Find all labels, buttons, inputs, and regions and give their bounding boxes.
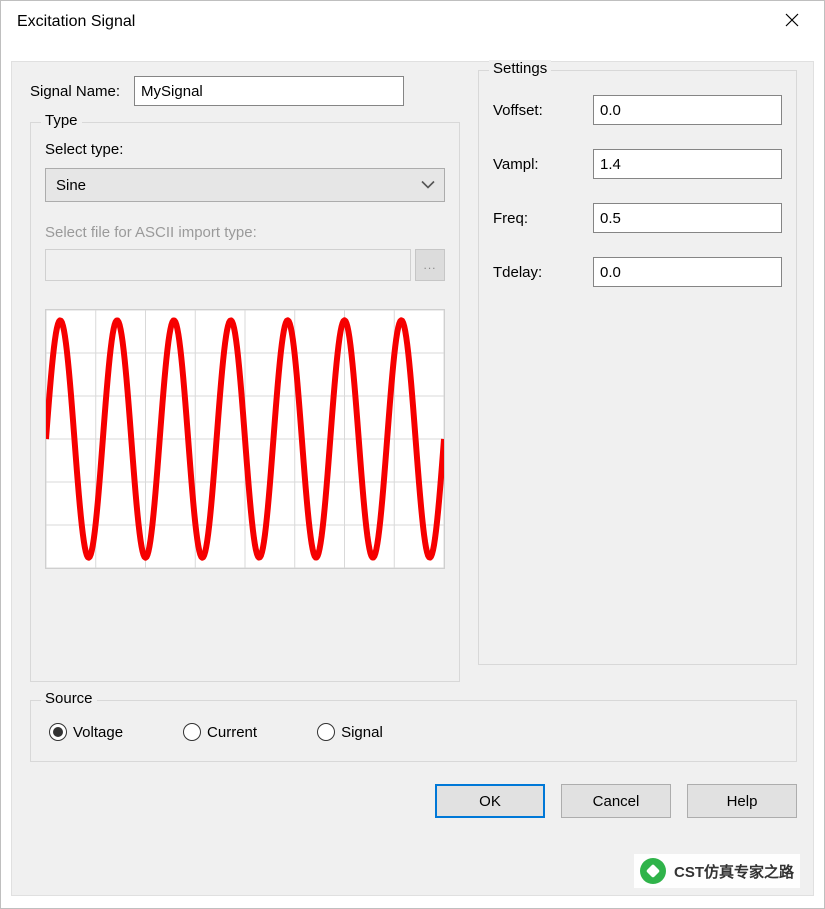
- help-button-label: Help: [727, 793, 758, 810]
- dialog-window: Excitation Signal Signal Name: Type Sele…: [0, 0, 825, 909]
- radio-label: Current: [207, 724, 257, 741]
- source-radio-voltage[interactable]: Voltage: [49, 723, 123, 741]
- settings-input-2[interactable]: [593, 203, 782, 233]
- ascii-import-input: [45, 249, 411, 281]
- settings-label-3: Tdelay:: [493, 264, 593, 281]
- ascii-browse-button: ...: [415, 249, 445, 281]
- signal-name-row: Signal Name:: [30, 76, 460, 106]
- settings-label-1: Vampl:: [493, 156, 593, 173]
- waveform-preview: [45, 309, 445, 569]
- cancel-button[interactable]: Cancel: [561, 784, 671, 818]
- watermark-badge: CST仿真专家之路: [634, 854, 800, 888]
- signal-name-input[interactable]: [134, 76, 404, 106]
- source-legend: Source: [41, 690, 97, 707]
- settings-label-2: Freq:: [493, 210, 593, 227]
- signal-name-label: Signal Name:: [30, 83, 120, 100]
- radio-icon: [49, 723, 67, 741]
- watermark-text: CST仿真专家之路: [674, 861, 794, 882]
- close-button[interactable]: [770, 7, 814, 37]
- type-select-value: Sine: [56, 177, 86, 194]
- help-button[interactable]: Help: [687, 784, 797, 818]
- client-area: Signal Name: Type Select type: Sine: [11, 61, 814, 896]
- titlebar: Excitation Signal: [1, 1, 824, 43]
- right-column: Settings Voffset:Vampl:Freq:Tdelay:: [478, 76, 797, 665]
- dialog-buttons: OK Cancel Help: [30, 784, 797, 818]
- settings-legend: Settings: [489, 60, 551, 77]
- source-radio-current[interactable]: Current: [183, 723, 257, 741]
- radio-icon: [317, 723, 335, 741]
- radio-label: Voltage: [73, 724, 123, 741]
- radio-label: Signal: [341, 724, 383, 741]
- source-groupbox: Source VoltageCurrentSignal: [30, 700, 797, 762]
- radio-icon: [183, 723, 201, 741]
- type-groupbox: Type Select type: Sine Select file for A…: [30, 122, 460, 682]
- settings-label-0: Voffset:: [493, 102, 593, 119]
- wechat-icon: [640, 858, 666, 884]
- ok-button[interactable]: OK: [435, 784, 545, 818]
- settings-input-3[interactable]: [593, 257, 782, 287]
- select-type-label: Select type:: [45, 141, 445, 158]
- ellipsis-icon: ...: [423, 258, 436, 272]
- ok-button-label: OK: [479, 793, 501, 810]
- settings-groupbox: Settings Voffset:Vampl:Freq:Tdelay:: [478, 70, 797, 665]
- type-select[interactable]: Sine: [45, 168, 445, 202]
- type-legend: Type: [41, 112, 82, 129]
- ascii-import-label: Select file for ASCII import type:: [45, 224, 445, 241]
- cancel-button-label: Cancel: [593, 793, 640, 810]
- settings-input-0[interactable]: [593, 95, 782, 125]
- settings-input-1[interactable]: [593, 149, 782, 179]
- left-column: Signal Name: Type Select type: Sine: [30, 76, 460, 682]
- window-title: Excitation Signal: [17, 13, 770, 31]
- source-radio-signal[interactable]: Signal: [317, 723, 383, 741]
- close-icon: [785, 13, 799, 31]
